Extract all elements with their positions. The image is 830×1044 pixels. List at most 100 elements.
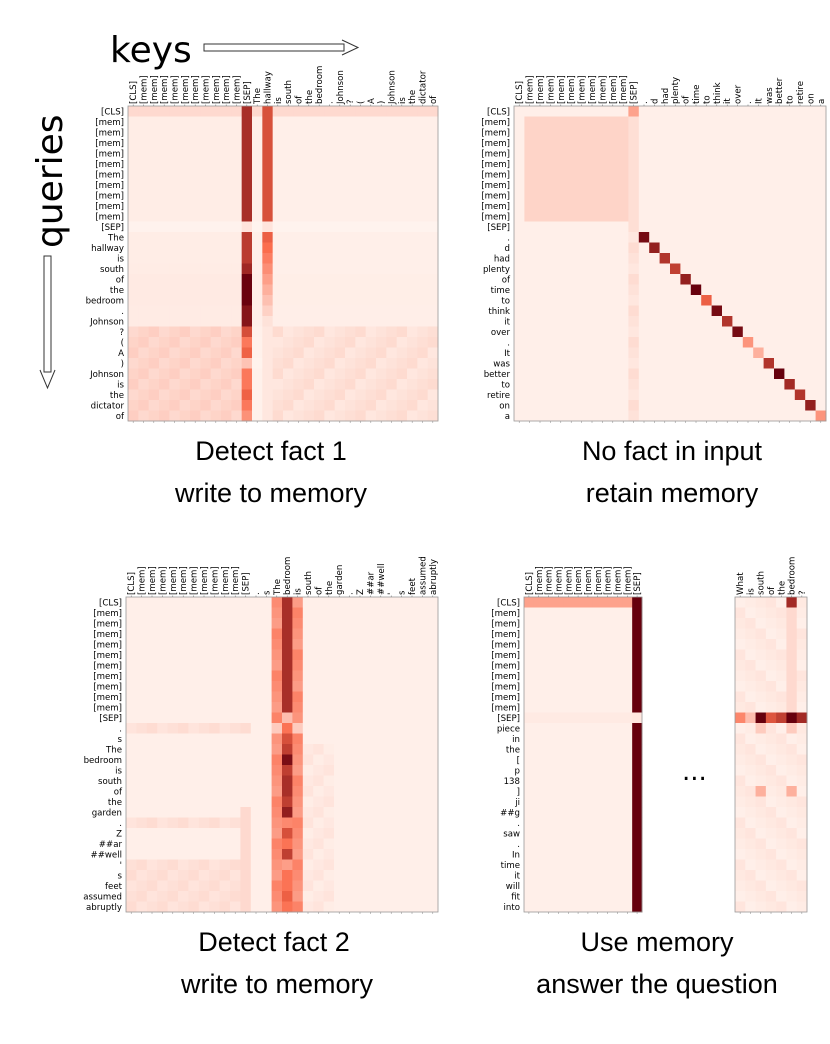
heatmap-cell [805, 284, 816, 296]
heatmap-cell [219, 891, 231, 902]
heatmap-cell [313, 681, 324, 692]
heatmap-cell [597, 347, 608, 359]
heatmap-cell [302, 849, 314, 860]
heatmap-cell [365, 347, 377, 359]
heatmap-cell [407, 137, 418, 149]
heatmap-cell [514, 211, 525, 222]
heatmap-cell [612, 754, 623, 766]
heatmap-cell [302, 628, 314, 640]
heatmap-cell [334, 807, 345, 818]
heatmap-cell [221, 137, 232, 149]
heatmap-cell [365, 179, 377, 191]
heatmap-cell [138, 410, 150, 422]
heatmap-cell [231, 106, 243, 117]
heatmap-cell [533, 901, 545, 913]
heatmap-cell [313, 891, 324, 902]
heatmap-cell [375, 639, 387, 650]
heatmap-cell [742, 242, 754, 254]
heatmap-cell [188, 775, 200, 787]
heatmap-cell [722, 200, 733, 212]
heatmap-cell [618, 410, 629, 422]
heatmap-cell [732, 284, 744, 296]
heatmap-cell [427, 148, 439, 159]
heatmap-cell [711, 179, 723, 191]
heatmap-cell [303, 379, 315, 390]
heatmap-cell [576, 148, 588, 159]
heatmap-cell [722, 179, 733, 191]
heatmap-cell [680, 326, 692, 338]
heatmap-cell [427, 639, 439, 650]
heatmap-cell [292, 723, 304, 734]
heatmap-cell [376, 389, 387, 401]
heatmap-cell [774, 169, 785, 180]
heatmap-cell [376, 242, 387, 254]
heatmap-cell [230, 712, 241, 724]
heatmap-cell [396, 358, 408, 369]
heatmap-cell [313, 618, 324, 629]
heatmap-cell [607, 347, 619, 359]
heatmap-cell [553, 754, 564, 766]
y-tick-label: ji [514, 798, 520, 808]
heatmap-cell [386, 649, 397, 661]
heatmap-cell [283, 358, 294, 369]
heatmap-cell [365, 106, 377, 117]
heatmap-cell [638, 316, 650, 327]
heatmap-cell [241, 274, 253, 285]
heatmap-cell [711, 242, 723, 254]
heatmap-cell [376, 400, 387, 411]
y-tick-label: of [502, 275, 511, 285]
heatmap-cell [786, 660, 798, 671]
heatmap-cell [680, 137, 692, 149]
heatmap-cell [753, 316, 764, 327]
y-tick-label: [mem] [481, 212, 510, 222]
heatmap-cell [815, 179, 827, 191]
heatmap-cell [219, 702, 231, 713]
heatmap-cell [417, 870, 428, 881]
heatmap-cell [755, 807, 767, 818]
x-tick-label: The [253, 88, 263, 105]
heatmap-cell [765, 765, 777, 776]
heatmap-cell [396, 723, 408, 734]
heatmap-cell [407, 179, 418, 191]
heatmap-cell [261, 765, 272, 776]
heatmap-cell [314, 274, 325, 285]
heatmap-cell [545, 137, 556, 149]
heatmap-cell [701, 190, 712, 201]
heatmap-cell [313, 723, 324, 734]
heatmap-cell [167, 712, 179, 724]
heatmap-cell [354, 891, 366, 902]
heatmap-cell [407, 305, 418, 317]
heatmap-cell [365, 807, 376, 818]
heatmap-cell [334, 316, 346, 327]
heatmap-cell [221, 368, 232, 380]
heatmap-cell [126, 870, 137, 881]
heatmap-cell [231, 137, 243, 149]
heatmap-cell [261, 880, 272, 892]
heatmap-cell [533, 702, 545, 713]
heatmap-cell [659, 263, 671, 275]
heatmap-cell [262, 200, 274, 212]
heatmap-cell [632, 849, 643, 860]
heatmap-cell [314, 158, 325, 170]
heatmap-cell [128, 116, 139, 128]
heatmap-cell [765, 828, 777, 839]
heatmap-cell [566, 347, 577, 359]
heatmap-cell [354, 817, 366, 829]
heatmap-cell [796, 838, 808, 850]
heatmap-cell [272, 305, 284, 317]
heatmap-cell [230, 765, 241, 776]
heatmap-cell [763, 137, 775, 149]
heatmap-cell [586, 211, 598, 222]
heatmap-cell [169, 106, 181, 117]
heatmap-cell [240, 660, 252, 671]
heatmap-cell [314, 232, 325, 243]
heatmap-cell [198, 681, 210, 692]
heatmap-cell [313, 702, 324, 713]
x-tick-label: [mem] [190, 566, 200, 595]
heatmap-cell [188, 859, 200, 871]
heatmap-cell [178, 702, 189, 713]
heatmap-cell [209, 817, 220, 829]
heatmap-cell [753, 284, 764, 296]
heatmap-cell [765, 817, 777, 829]
heatmap-cell [365, 733, 376, 745]
